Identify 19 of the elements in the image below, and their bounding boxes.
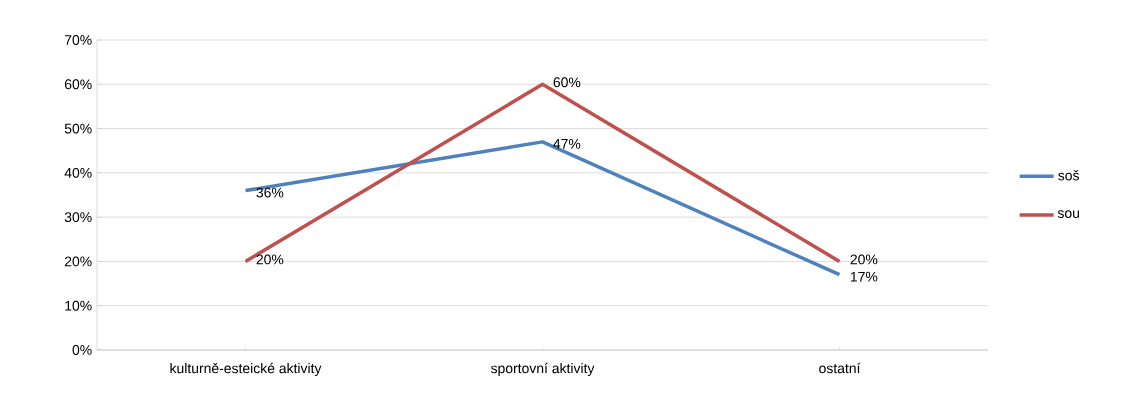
x-tick-label: ostatní — [819, 362, 861, 374]
legend-label: soš — [1058, 170, 1080, 181]
y-tick-label: 40% — [64, 167, 92, 178]
data-label: 47% — [553, 138, 581, 149]
y-tick-label: 10% — [65, 300, 92, 311]
data-label: 20% — [850, 254, 878, 265]
y-tick-label: 60% — [64, 79, 92, 90]
data-label: 36% — [256, 187, 284, 198]
y-tick-label: 50% — [64, 123, 92, 134]
data-label: 17% — [850, 271, 878, 282]
data-label: 60% — [553, 77, 581, 88]
x-tick-label: kulturně-esteické aktivity — [170, 362, 322, 377]
y-tick-label: 30% — [64, 212, 92, 223]
legend-label: sou — [1057, 210, 1079, 218]
x-tick-label: sportovní aktivity — [490, 362, 595, 377]
y-tick-label: 70% — [64, 35, 92, 45]
data-label: 20% — [256, 254, 284, 265]
y-tick-label: 0% — [72, 345, 92, 355]
y-tick-label: 20% — [64, 256, 92, 267]
